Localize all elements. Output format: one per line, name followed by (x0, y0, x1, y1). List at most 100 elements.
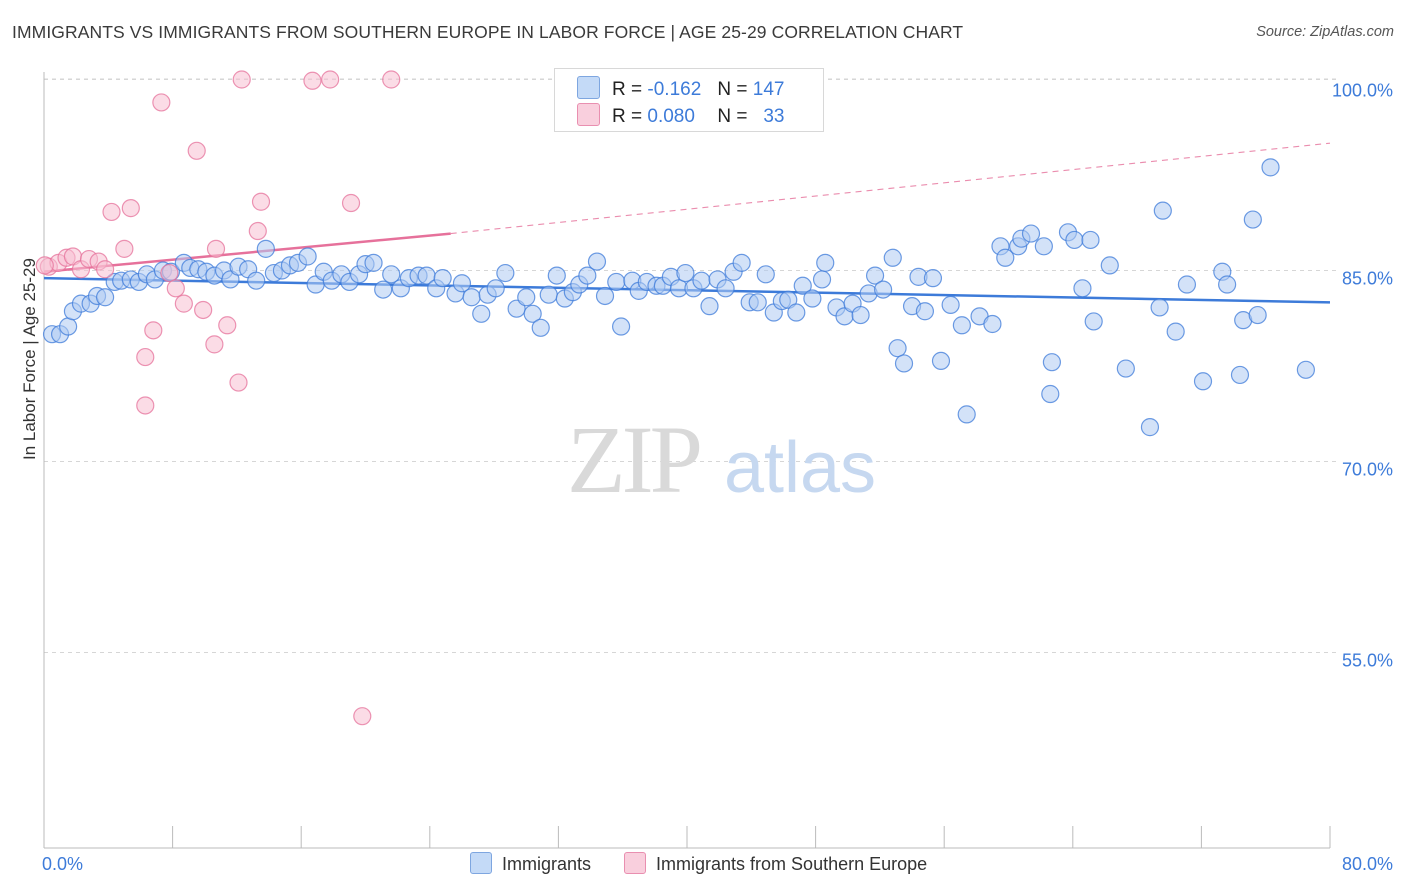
trend-extension-1 (450, 142, 1331, 235)
point-immigrants (748, 293, 767, 312)
point-immigrants (1248, 305, 1267, 325)
point-southern-europe (152, 93, 171, 112)
point-immigrants (611, 317, 631, 336)
legend-swatch-pink (577, 103, 600, 126)
point-southern-europe (321, 70, 340, 89)
point-immigrants (812, 270, 832, 289)
point-immigrants (95, 288, 115, 307)
point-immigrants (894, 354, 914, 373)
zipatlas-watermark: ZIP atlas (567, 406, 876, 513)
point-immigrants (1100, 256, 1119, 275)
point-immigrants (382, 265, 401, 284)
point-southern-europe (166, 279, 185, 298)
point-immigrants (452, 274, 472, 293)
point-immigrants (692, 271, 711, 290)
legend-item-southern-europe: Immigrants from Southern Europe (624, 852, 927, 875)
point-immigrants (1150, 298, 1169, 317)
point-immigrants (462, 288, 481, 307)
y-tick-label: 100.0% (1332, 81, 1393, 101)
point-immigrants (247, 271, 266, 290)
point-southern-europe (229, 373, 248, 392)
series-legend: Immigrants Immigrants from Southern Euro… (470, 852, 955, 875)
point-immigrants (793, 276, 812, 295)
point-immigrants (1193, 372, 1213, 391)
point-immigrants (1065, 230, 1084, 250)
x-tick-label: 0.0% (42, 854, 83, 874)
legend-label-southern-europe: Immigrants from Southern Europe (656, 854, 928, 874)
point-immigrants (931, 351, 951, 371)
point-immigrants (486, 279, 505, 298)
point-immigrants (996, 248, 1015, 267)
point-immigrants (1166, 322, 1185, 341)
legend-r-value: 0.080 (647, 106, 695, 127)
point-immigrants (364, 253, 383, 272)
point-immigrants (1140, 418, 1160, 437)
point-southern-europe (160, 263, 179, 283)
point-southern-europe (303, 71, 322, 90)
point-southern-europe (205, 335, 224, 354)
point-southern-europe (144, 321, 163, 340)
point-immigrants (496, 263, 515, 283)
data-points (35, 70, 1315, 726)
point-southern-europe (194, 300, 213, 320)
point-southern-europe (232, 70, 251, 89)
point-immigrants (756, 265, 775, 284)
point-southern-europe (102, 202, 121, 222)
x-tick-label: 80.0% (1342, 854, 1393, 874)
point-immigrants (256, 239, 275, 258)
point-southern-europe (136, 396, 155, 415)
point-immigrants (716, 279, 735, 298)
point-immigrants (374, 280, 393, 299)
legend-row-immigrants: R = -0.162 N = 147 (577, 76, 784, 100)
point-southern-europe (187, 141, 206, 160)
point-immigrants (851, 305, 870, 325)
point-immigrants (865, 266, 885, 285)
watermark-atlas: atlas (724, 428, 876, 508)
point-immigrants (587, 252, 607, 271)
legend-n-value: 147 (752, 79, 785, 100)
point-southern-europe (121, 199, 140, 218)
point-southern-europe (174, 294, 193, 313)
watermark-zip: ZIP (567, 406, 700, 513)
point-immigrants (523, 304, 542, 323)
legend-row-southern-europe: R = 0.080 N = 33 (577, 103, 784, 127)
tick-labels: 55.0% 70.0% 85.0% 100.0% 0.0% 80.0% (42, 81, 1393, 875)
legend-item-immigrants: Immigrants (470, 852, 591, 875)
point-southern-europe (341, 193, 361, 213)
legend-n-label: N = (717, 79, 748, 100)
swatch-immigrants (470, 852, 492, 874)
point-immigrants (676, 263, 695, 283)
point-immigrants (732, 253, 751, 272)
point-southern-europe (248, 221, 267, 241)
point-immigrants (1296, 360, 1315, 379)
point-immigrants (1021, 224, 1041, 243)
point-immigrants (547, 266, 566, 285)
point-southern-europe (115, 239, 134, 258)
point-immigrants (983, 314, 1002, 334)
point-southern-europe (353, 707, 372, 726)
point-southern-europe (35, 256, 54, 275)
point-immigrants (298, 247, 317, 266)
point-southern-europe (136, 347, 155, 367)
point-immigrants (700, 297, 719, 316)
legend-r-label: R = (612, 79, 643, 100)
legend-label-immigrants: Immigrants (502, 854, 592, 874)
point-immigrants (1261, 158, 1280, 177)
point-immigrants (1073, 279, 1092, 298)
point-immigrants (1116, 359, 1135, 378)
point-immigrants (1177, 275, 1197, 294)
legend-swatch-blue (577, 76, 600, 99)
point-immigrants (923, 269, 943, 288)
point-immigrants (472, 304, 491, 323)
point-immigrants (517, 288, 536, 307)
grid-lines (44, 78, 1336, 653)
axes (43, 72, 1331, 849)
point-immigrants (607, 272, 626, 292)
point-immigrants (874, 280, 893, 299)
y-tick-label: 85.0% (1342, 269, 1393, 289)
point-immigrants (883, 248, 902, 267)
point-immigrants (888, 339, 907, 358)
legend-r-label: R = (612, 106, 643, 127)
point-immigrants (1081, 230, 1100, 250)
